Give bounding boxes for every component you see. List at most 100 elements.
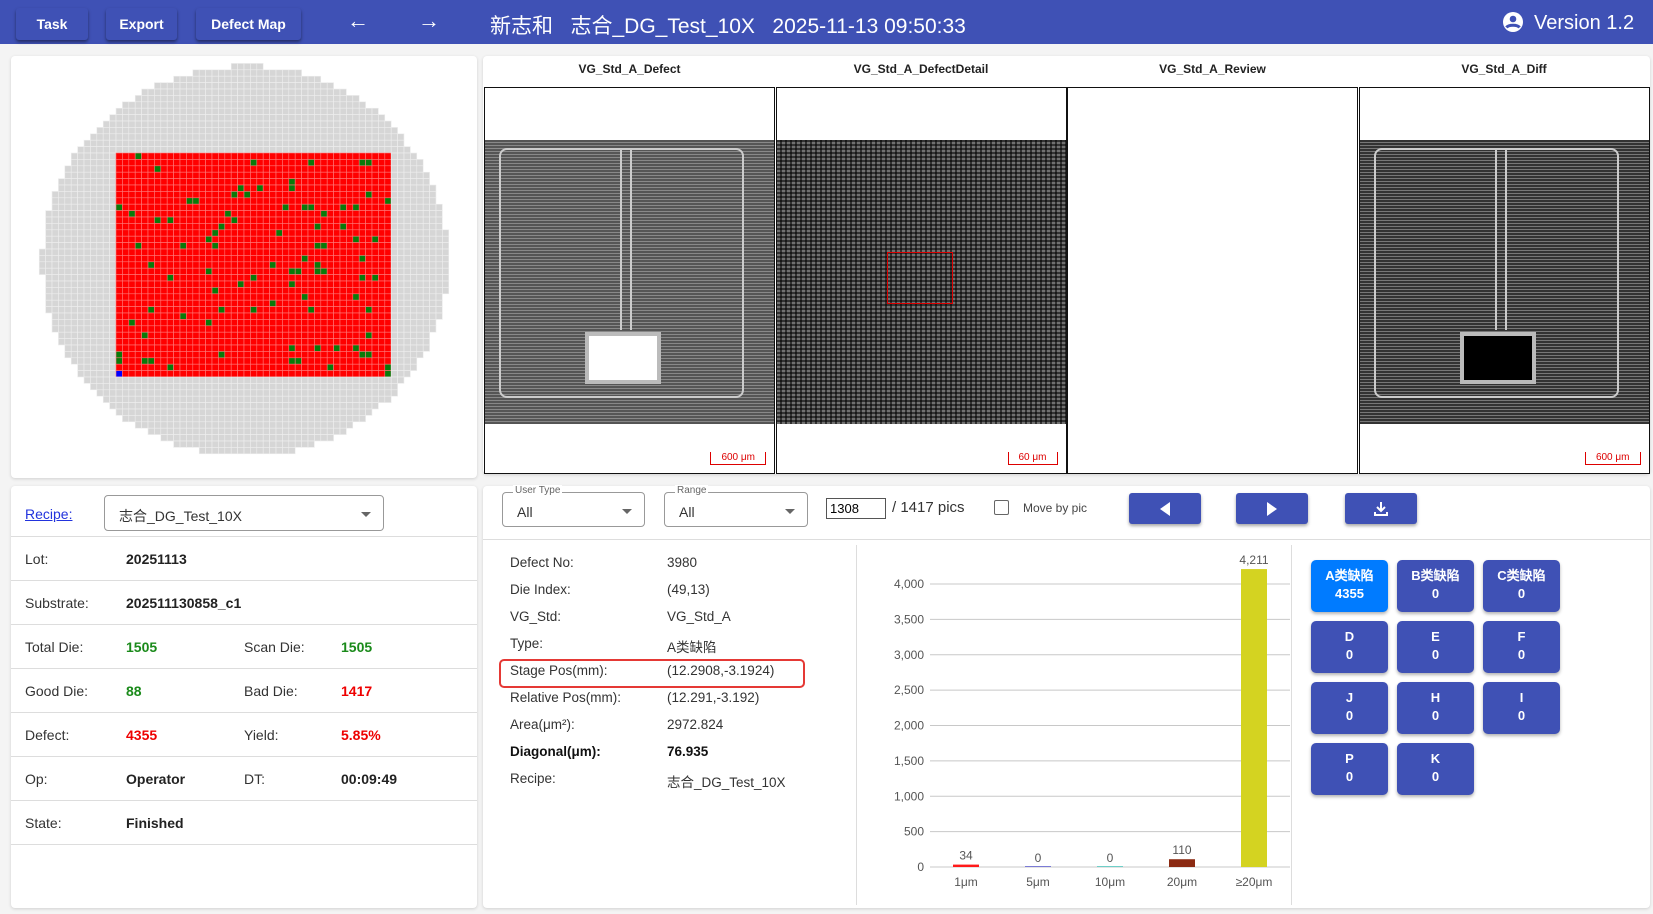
die-cell[interactable]: [230, 370, 238, 378]
die-cell[interactable]: [365, 178, 373, 186]
die-cell[interactable]: [314, 325, 322, 333]
die-cell[interactable]: [70, 351, 78, 359]
die-cell[interactable]: [358, 280, 366, 288]
die-cell[interactable]: [416, 287, 424, 295]
die-cell[interactable]: [262, 299, 270, 307]
die-cell[interactable]: [352, 191, 360, 199]
die-cell[interactable]: [64, 203, 72, 211]
die-cell[interactable]: [192, 229, 200, 237]
die-cell[interactable]: [154, 165, 162, 173]
die-cell[interactable]: [256, 203, 264, 211]
die-cell[interactable]: [109, 338, 117, 346]
die-cell[interactable]: [237, 325, 245, 333]
die-cell[interactable]: [301, 248, 309, 256]
die-cell[interactable]: [218, 95, 226, 103]
die-cell[interactable]: [294, 165, 302, 173]
die-cell[interactable]: [90, 229, 98, 237]
die-cell[interactable]: [154, 242, 162, 250]
die-cell[interactable]: [90, 344, 98, 352]
die-cell[interactable]: [371, 139, 379, 147]
die-cell[interactable]: [186, 351, 194, 359]
die-cell[interactable]: [192, 75, 200, 83]
die-cell[interactable]: [256, 389, 264, 397]
die-cell[interactable]: [154, 203, 162, 211]
die-cell[interactable]: [237, 114, 245, 122]
die-cell[interactable]: [282, 152, 290, 160]
die-cell[interactable]: [109, 402, 117, 410]
die-cell[interactable]: [403, 171, 411, 179]
die-cell[interactable]: [122, 159, 130, 167]
die-cell[interactable]: [403, 363, 411, 371]
die-cell[interactable]: [211, 191, 219, 199]
die-cell[interactable]: [346, 331, 354, 339]
die-cell[interactable]: [365, 370, 373, 378]
die-cell[interactable]: [320, 255, 328, 263]
die-cell[interactable]: [128, 312, 136, 320]
die-cell[interactable]: [262, 165, 270, 173]
die-cell[interactable]: [403, 191, 411, 199]
die-cell[interactable]: [237, 331, 245, 339]
die-cell[interactable]: [397, 242, 405, 250]
die-cell[interactable]: [128, 370, 136, 378]
die-cell[interactable]: [147, 114, 155, 122]
die-cell[interactable]: [378, 325, 386, 333]
die-cell[interactable]: [141, 408, 149, 416]
die-cell[interactable]: [352, 242, 360, 250]
die-cell[interactable]: [365, 197, 373, 205]
die-cell[interactable]: [218, 440, 226, 448]
die-cell[interactable]: [141, 357, 149, 365]
die-cell[interactable]: [307, 338, 315, 346]
die-cell[interactable]: [326, 293, 334, 301]
die-cell[interactable]: [288, 331, 296, 339]
die-cell[interactable]: [403, 319, 411, 327]
die-cell[interactable]: [410, 203, 418, 211]
die-cell[interactable]: [166, 171, 174, 179]
die-cell[interactable]: [314, 120, 322, 128]
die-cell[interactable]: [294, 210, 302, 218]
die-cell[interactable]: [352, 338, 360, 346]
die-cell[interactable]: [96, 287, 104, 295]
die-cell[interactable]: [326, 344, 334, 352]
die-cell[interactable]: [378, 376, 386, 384]
die-cell[interactable]: [96, 139, 104, 147]
die-cell[interactable]: [115, 274, 123, 282]
die-cell[interactable]: [173, 421, 181, 429]
die-cell[interactable]: [243, 447, 251, 455]
die-cell[interactable]: [58, 293, 66, 301]
die-cell[interactable]: [384, 267, 392, 275]
die-cell[interactable]: [390, 370, 398, 378]
die-cell[interactable]: [314, 312, 322, 320]
die-cell[interactable]: [410, 299, 418, 307]
die-cell[interactable]: [192, 363, 200, 371]
die-cell[interactable]: [211, 312, 219, 320]
die-cell[interactable]: [160, 261, 168, 269]
defect-class-button[interactable]: B类缺陷 0: [1397, 560, 1474, 612]
die-cell[interactable]: [422, 344, 430, 352]
die-cell[interactable]: [397, 255, 405, 263]
die-cell[interactable]: [294, 274, 302, 282]
die-cell[interactable]: [288, 197, 296, 205]
die-cell[interactable]: [134, 216, 142, 224]
die-cell[interactable]: [147, 159, 155, 167]
die-cell[interactable]: [371, 267, 379, 275]
die-cell[interactable]: [358, 127, 366, 135]
die-cell[interactable]: [154, 223, 162, 231]
die-cell[interactable]: [205, 267, 213, 275]
die-cell[interactable]: [390, 331, 398, 339]
die-cell[interactable]: [390, 223, 398, 231]
die-cell[interactable]: [390, 299, 398, 307]
die-cell[interactable]: [141, 376, 149, 384]
die-cell[interactable]: [211, 152, 219, 160]
die-cell[interactable]: [269, 370, 277, 378]
die-cell[interactable]: [384, 280, 392, 288]
die-cell[interactable]: [358, 120, 366, 128]
die-cell[interactable]: [160, 415, 168, 423]
die-cell[interactable]: [77, 312, 85, 320]
die-cell[interactable]: [224, 216, 232, 224]
die-cell[interactable]: [237, 152, 245, 160]
die-cell[interactable]: [198, 274, 206, 282]
die-cell[interactable]: [378, 280, 386, 288]
die-cell[interactable]: [160, 383, 168, 391]
die-cell[interactable]: [346, 248, 354, 256]
die-cell[interactable]: [282, 75, 290, 83]
